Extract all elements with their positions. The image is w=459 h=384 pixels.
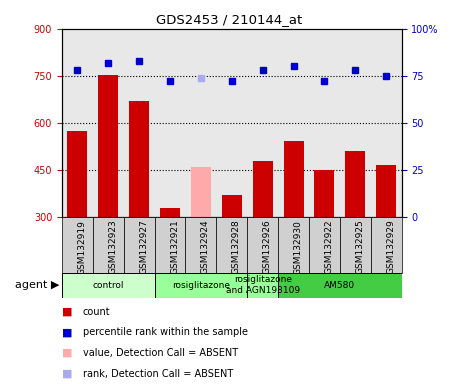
Bar [191, 167, 211, 217]
Bar [309, 217, 340, 273]
Text: value, Detection Call = ABSENT: value, Detection Call = ABSENT [83, 348, 238, 358]
Bar [67, 131, 88, 217]
Text: percentile rank within the sample: percentile rank within the sample [83, 328, 247, 338]
Text: GSM132921: GSM132921 [170, 220, 179, 275]
Text: GSM132922: GSM132922 [325, 220, 333, 275]
Bar [62, 273, 155, 298]
Bar [222, 195, 242, 217]
Text: rosiglitazone
and AGN193109: rosiglitazone and AGN193109 [226, 275, 300, 295]
Bar [371, 217, 402, 273]
Bar [376, 165, 396, 217]
Text: control: control [93, 281, 124, 290]
Text: GSM132927: GSM132927 [139, 220, 148, 275]
Bar [278, 273, 402, 298]
Bar [216, 217, 247, 273]
Text: AM580: AM580 [325, 281, 355, 290]
Text: rank, Detection Call = ABSENT: rank, Detection Call = ABSENT [83, 369, 233, 379]
Text: count: count [83, 307, 110, 317]
Text: GDS2453 / 210144_at: GDS2453 / 210144_at [157, 13, 302, 26]
Bar [160, 208, 180, 217]
Bar [155, 273, 247, 298]
Text: GSM132926: GSM132926 [263, 220, 272, 275]
Bar [278, 217, 309, 273]
Text: ■: ■ [62, 307, 73, 317]
Text: GSM132928: GSM132928 [232, 220, 241, 275]
Bar [340, 217, 371, 273]
Bar [98, 75, 118, 217]
Text: GSM132929: GSM132929 [386, 220, 395, 275]
Text: GSM132925: GSM132925 [355, 220, 364, 275]
Bar [155, 217, 185, 273]
Bar [62, 217, 93, 273]
Bar [124, 217, 155, 273]
Text: agent ▶: agent ▶ [15, 280, 60, 290]
Text: GSM132919: GSM132919 [78, 220, 86, 275]
Text: GSM132930: GSM132930 [294, 220, 302, 275]
Text: ■: ■ [62, 348, 73, 358]
Bar [314, 170, 335, 217]
Bar [345, 151, 365, 217]
Text: GSM132923: GSM132923 [108, 220, 118, 275]
Bar [247, 217, 278, 273]
Bar [93, 217, 124, 273]
Bar [284, 141, 303, 217]
Bar [252, 161, 273, 217]
Text: ■: ■ [62, 369, 73, 379]
Bar [185, 217, 216, 273]
Text: rosiglitazone: rosiglitazone [172, 281, 230, 290]
Text: ■: ■ [62, 328, 73, 338]
Bar [247, 273, 278, 298]
Bar [129, 101, 149, 217]
Text: GSM132924: GSM132924 [201, 220, 210, 275]
